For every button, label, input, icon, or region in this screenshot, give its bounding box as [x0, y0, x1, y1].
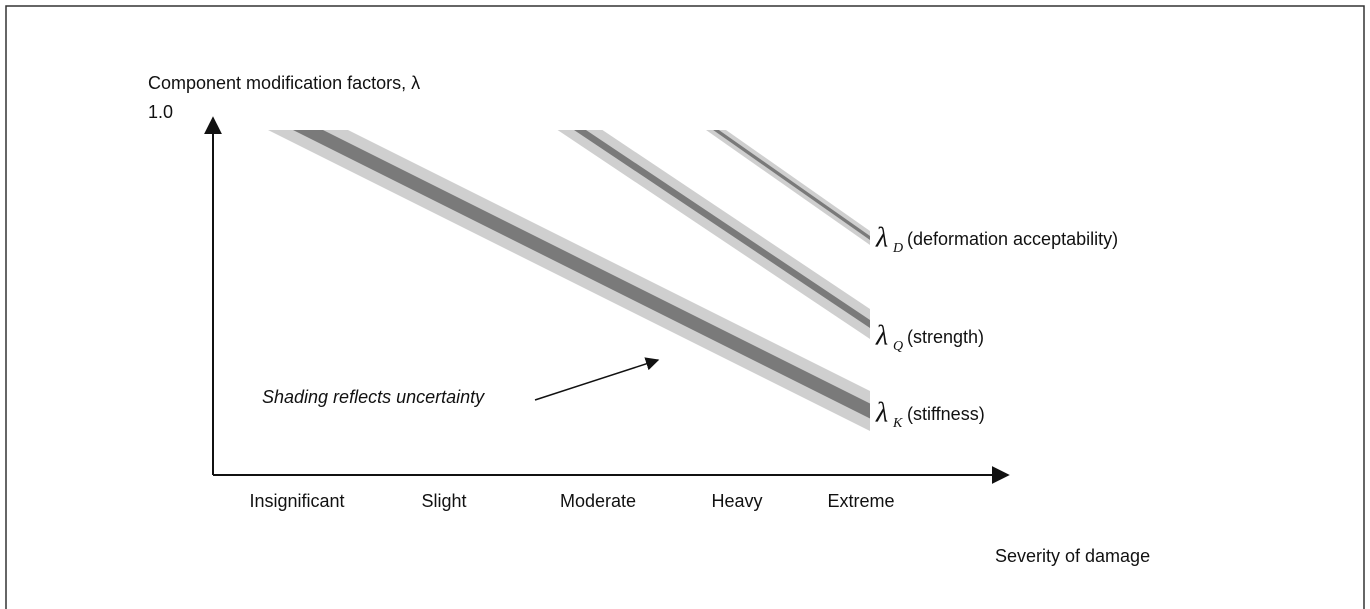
annotation-arrow	[534, 357, 660, 401]
x-category: Extreme	[827, 491, 894, 511]
x-title: Severity of damage	[995, 546, 1150, 566]
band-symbol: λ	[875, 222, 888, 253]
band-subscript: D	[892, 241, 903, 256]
band-shade	[713, 130, 870, 240]
band-shade	[268, 130, 870, 431]
axis-title: Component modification factors, λ	[148, 73, 420, 93]
band-label: (stiffness)	[907, 404, 985, 424]
frame	[5, 5, 1365, 609]
band-shade	[293, 130, 870, 419]
band-symbol: λ	[875, 397, 888, 428]
x-category: Insignificant	[249, 491, 344, 511]
x-category: Slight	[421, 491, 466, 511]
band-shade	[706, 130, 870, 245]
band-label: (strength)	[907, 327, 984, 347]
annotation: Shading reflects uncertainty	[262, 387, 485, 407]
band-symbol: λ	[875, 320, 888, 351]
bands	[268, 130, 870, 431]
y-top-label: 1.0	[148, 102, 173, 122]
band-shade	[557, 130, 870, 339]
band-subscript: K	[892, 416, 903, 431]
x-category: Heavy	[711, 491, 762, 511]
band-shade	[574, 130, 870, 328]
band-label: (deformation acceptability)	[907, 229, 1118, 249]
x-category: Moderate	[560, 491, 636, 511]
band-subscript: Q	[893, 339, 903, 354]
